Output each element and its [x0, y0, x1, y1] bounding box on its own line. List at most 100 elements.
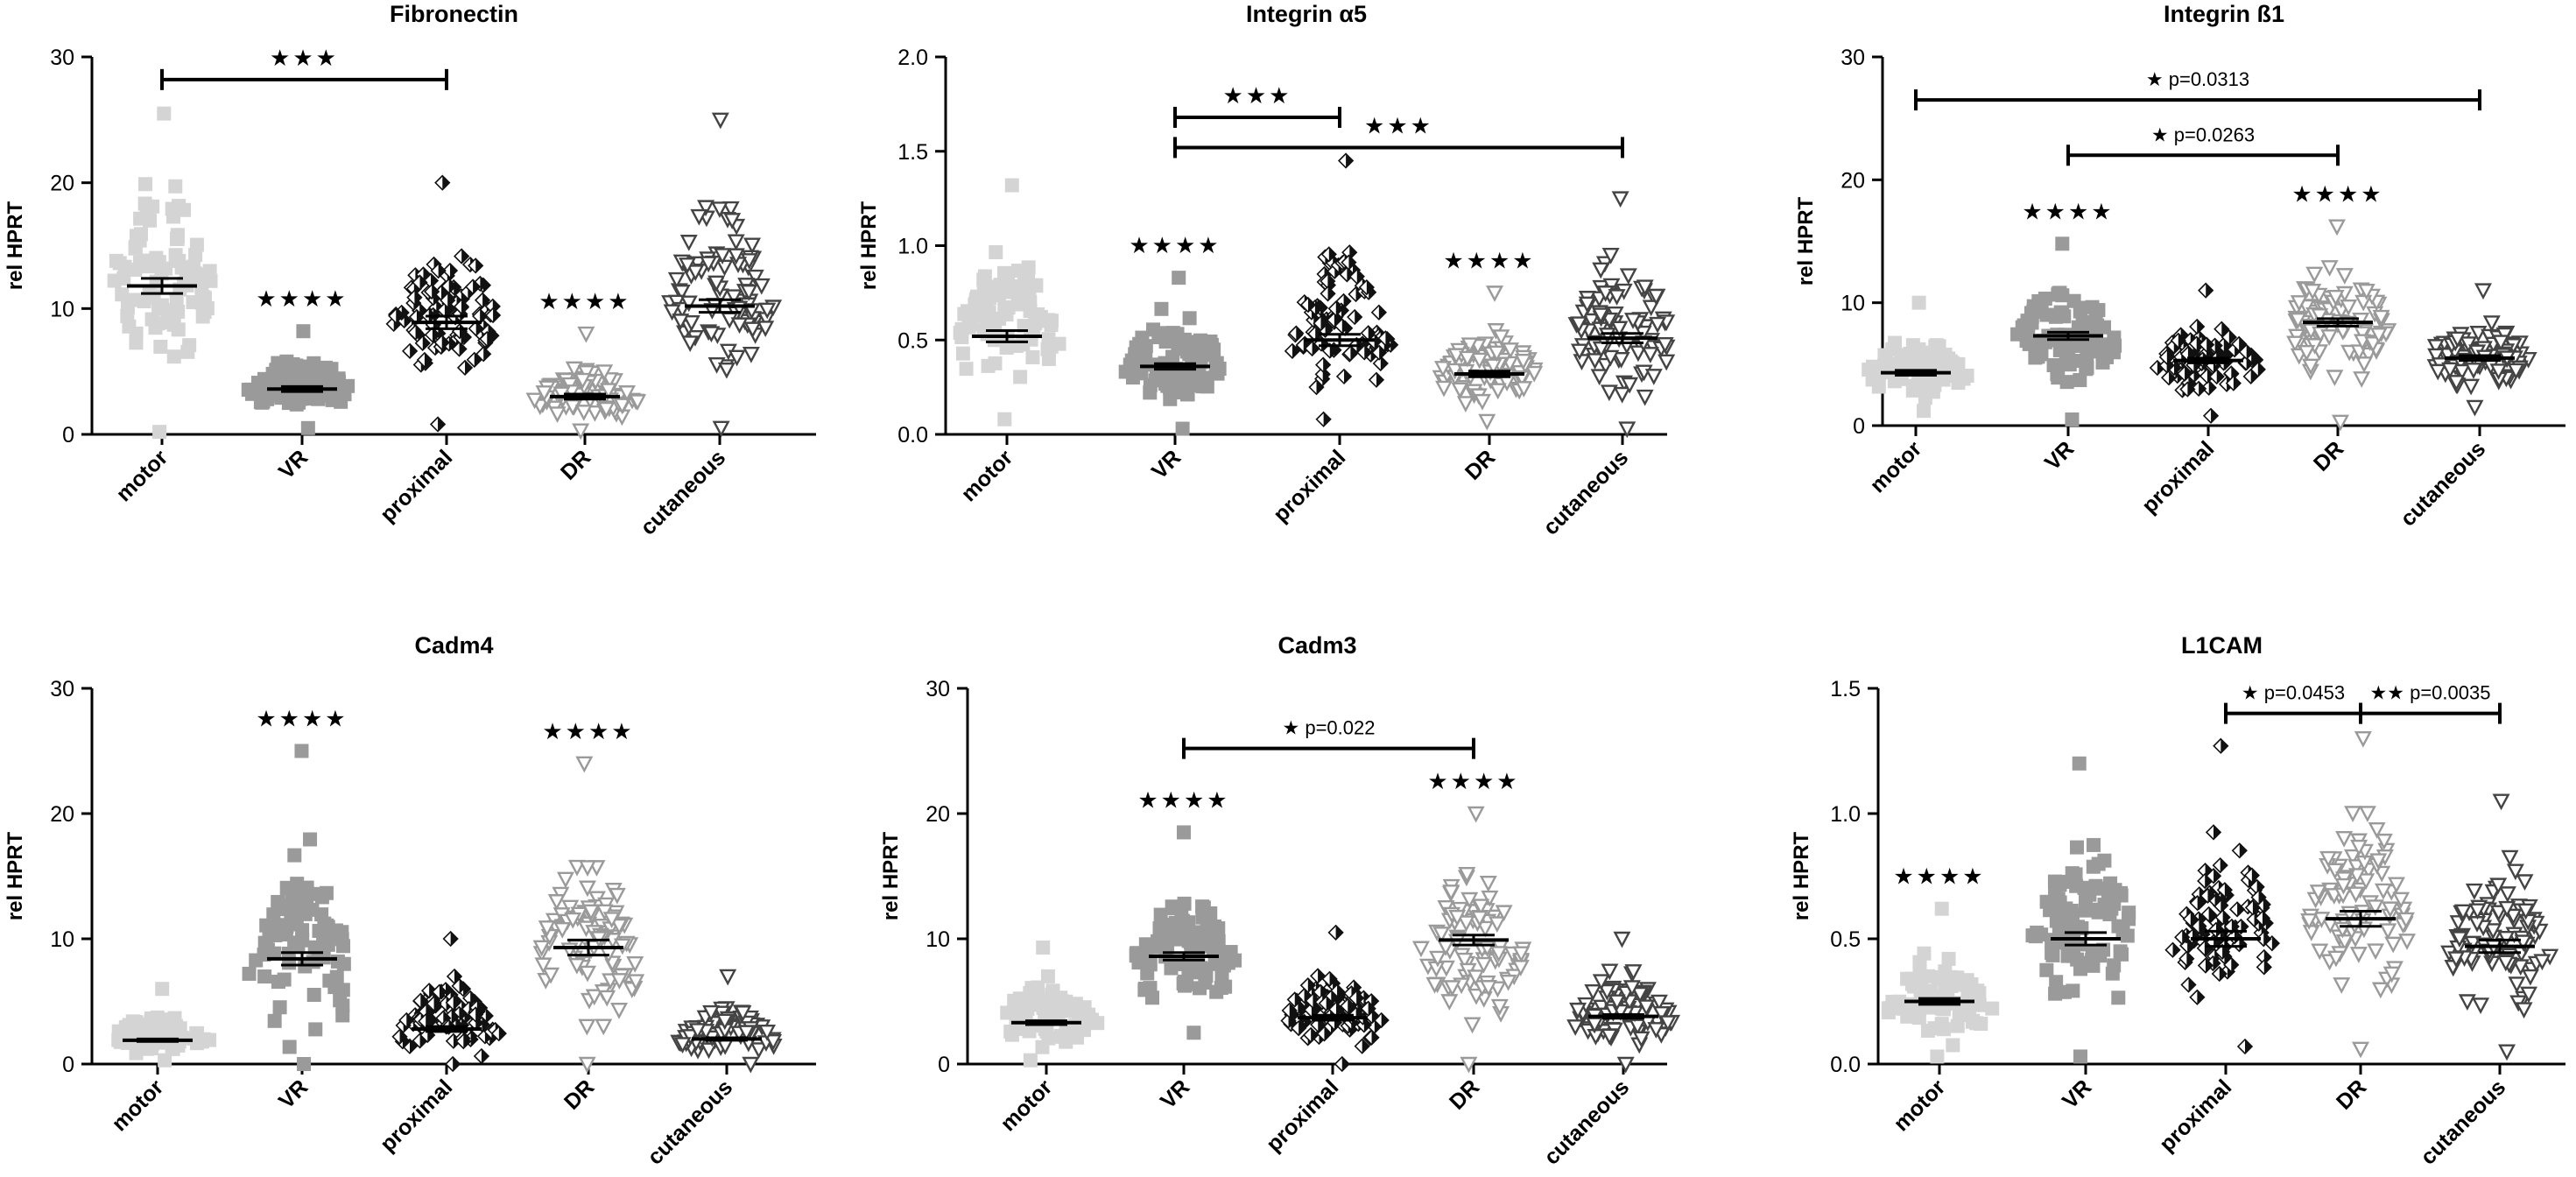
data-point [574, 405, 593, 421]
data-point [2208, 368, 2225, 385]
data-point [1515, 381, 1533, 398]
data-point [1600, 384, 1618, 402]
data-point [1320, 285, 1336, 302]
data-point [1616, 1056, 1635, 1074]
data-point [1470, 910, 1489, 927]
y-tick-label: 0.5 [897, 328, 928, 353]
bracket-label: ★★★ [1364, 112, 1433, 138]
data-point [1179, 976, 1194, 991]
data-point [1151, 330, 1166, 345]
data-point [1905, 383, 1920, 398]
bracket-label: ★ p=0.0263 [2151, 123, 2255, 145]
data-point [1190, 351, 1205, 366]
data-point [1320, 246, 1337, 263]
data-point [1488, 345, 1506, 363]
data-point [1440, 994, 1459, 1011]
data-point [1281, 1002, 1298, 1018]
data-point [1479, 980, 1497, 997]
data-point [456, 359, 474, 377]
significance-stars: ★★★★ [1129, 232, 1221, 258]
point-group-motor [1862, 295, 1974, 419]
data-point [474, 292, 491, 308]
data-point [740, 284, 758, 301]
data-point [2031, 294, 2046, 309]
data-point [307, 940, 322, 955]
data-point [548, 406, 567, 423]
point-group-DR [532, 756, 645, 1074]
data-point [1182, 311, 1197, 326]
data-point [2331, 414, 2349, 432]
data-point [2200, 906, 2217, 923]
data-point [2214, 321, 2230, 337]
y-tick-label: 0 [62, 1053, 74, 1077]
data-point [682, 315, 700, 332]
data-point [2242, 368, 2259, 384]
x-tick-label: DR [2309, 436, 2348, 476]
bracket-label: ★★ p=0.0035 [2370, 682, 2491, 704]
data-point [1443, 980, 1461, 997]
data-point [1484, 358, 1503, 376]
y-tick-label: 0.0 [897, 423, 928, 448]
data-point [556, 871, 574, 889]
data-point [1195, 910, 1210, 925]
significance-stars: ★★★★ [1443, 247, 1535, 273]
point-group-cutaneous [1566, 931, 1681, 1074]
data-point [1656, 337, 1674, 354]
data-point [2191, 918, 2207, 934]
data-point [2335, 934, 2354, 951]
data-point [602, 912, 621, 929]
data-point [329, 969, 344, 984]
data-point [296, 324, 311, 339]
data-point [2521, 969, 2539, 986]
data-point [2052, 285, 2067, 300]
data-point [308, 1022, 323, 1037]
data-point [2366, 899, 2384, 916]
data-point [758, 1024, 777, 1041]
data-point [1512, 946, 1531, 963]
data-point [989, 244, 1003, 259]
data-point [968, 295, 983, 310]
data-point [1573, 354, 1591, 370]
data-point [1001, 300, 1016, 315]
data-point [1175, 421, 1190, 436]
data-point [2497, 930, 2516, 948]
data-point [1920, 1023, 1935, 1038]
significance-bracket: ★★★ [1173, 82, 1341, 128]
data-point [2079, 894, 2094, 909]
x-tick-label: proximal [376, 1075, 457, 1156]
data-point [2372, 309, 2390, 327]
data-point [202, 264, 217, 278]
y-tick-label: 1.5 [1830, 677, 1861, 701]
data-point [442, 930, 459, 948]
bracket-label: ★ p=0.0313 [2146, 68, 2249, 90]
data-point [700, 256, 718, 273]
data-point [688, 1023, 707, 1040]
data-point [1370, 304, 1387, 321]
data-point [2289, 313, 2307, 329]
x-tick-label: VR [274, 445, 313, 483]
data-point [1025, 349, 1040, 364]
data-point [1938, 964, 1953, 979]
data-point [1090, 1016, 1105, 1031]
data-point [287, 848, 302, 863]
data-point [2202, 407, 2220, 424]
data-point [1458, 866, 1476, 884]
data-point [542, 967, 560, 984]
y-tick-label: 20 [50, 802, 74, 827]
data-point [1455, 952, 1474, 969]
significance-stars: ★★★★ [256, 706, 348, 732]
x-tick-label: proximal [1262, 1075, 1343, 1156]
data-point [466, 351, 482, 368]
data-point [2374, 883, 2392, 900]
data-point [401, 342, 419, 359]
data-point [1598, 328, 1616, 344]
data-point [455, 1033, 472, 1050]
data-point [525, 392, 544, 410]
data-point [1013, 370, 1028, 384]
data-point [1570, 316, 1588, 334]
data-point [1153, 907, 1168, 922]
data-point [2214, 943, 2231, 960]
x-tick-label: proximal [376, 445, 457, 526]
data-point [2158, 349, 2175, 365]
data-point [1053, 990, 1068, 1005]
